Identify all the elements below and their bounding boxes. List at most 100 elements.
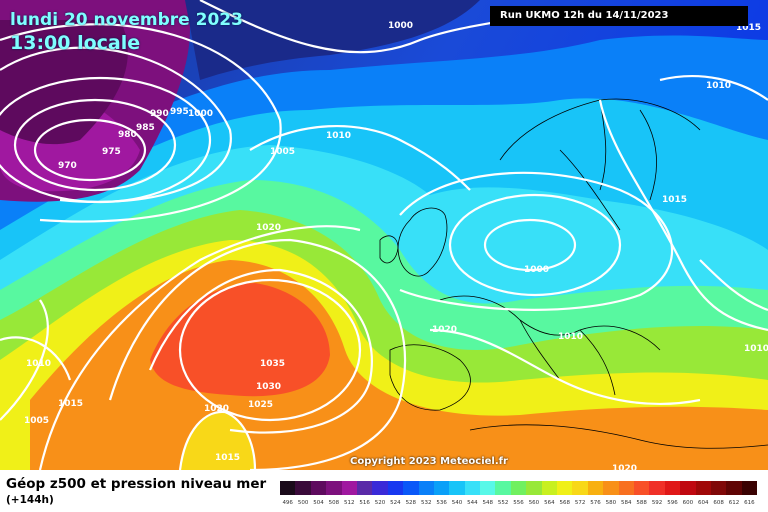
color-scale-value: 600 [682,500,694,506]
color-swatch [433,481,450,495]
isobar-label: 1015 [662,195,687,205]
run-info-label: Run UKMO 12h du 14/11/2023 [490,6,748,26]
isobar-label: 1000 [524,265,549,275]
isobar-label: 1010 [558,332,583,342]
isobar-label: 1010 [706,81,731,91]
color-swatch [418,481,434,495]
color-swatch [618,481,634,495]
copyright-label: Copyright 2023 Meteociel.fr [350,456,508,467]
isobar-label: 1020 [612,464,637,470]
legend-subtitle: (+144h) [6,494,54,506]
isobar-label: 980 [118,130,137,140]
color-scale-value: 604 [697,500,709,506]
color-swatch [310,481,327,495]
isobar-label: 1015 [215,453,240,463]
isobar-label: 1025 [248,400,273,410]
color-scale-value: 608 [713,500,724,506]
isobar-label: 1015 [736,23,761,33]
isobar-label: 995 [170,107,189,117]
color-scale-value: 564 [544,500,555,506]
isobar-label: 1035 [260,359,285,369]
color-scale-value: 568 [559,500,570,506]
isobar-label-layer: 1000 1015 1010 990 995 1000 985 980 975 … [24,21,768,470]
color-scale-value: 592 [651,500,663,506]
color-scale-labels: 496 500 504 508 512 516 520 524 528 532 536 540 544 5… [280,500,757,510]
color-swatch [710,481,727,495]
color-swatch [633,481,650,495]
color-swatch [280,481,296,495]
color-swatch [372,481,388,495]
color-scale-value: 588 [636,500,647,506]
color-swatch [356,481,373,495]
isobar-label: 1000 [388,21,413,31]
color-scale [280,481,758,495]
color-swatch [695,481,711,495]
color-scale-value: 544 [467,500,478,506]
isobar-label: 1020 [256,223,281,233]
legend-title: Géop z500 et pression niveau mer [6,476,267,492]
color-scale-value: 552 [497,500,509,506]
color-scale-value: 556 [513,500,524,506]
color-scale-value: 560 [528,500,540,506]
color-scale-value: 512 [344,500,355,506]
isobar-label: 990 [150,109,169,119]
color-scale-value: 516 [359,500,370,506]
color-swatch [449,481,465,495]
isobar-label: 1005 [270,147,295,157]
color-swatch [326,481,342,495]
isobar-label: 1010 [26,359,51,369]
color-scale-value: 612 [728,500,740,506]
color-scale-value: 584 [621,500,632,506]
geopotential-map: 1000 1015 1010 990 995 1000 985 980 975 … [0,0,768,470]
color-swatch [480,481,496,495]
isobar-label: 970 [58,161,77,171]
color-swatch [603,481,619,495]
color-swatch [526,481,542,495]
color-swatch [572,481,588,495]
forecast-time: 13:00 locale [10,32,141,54]
color-scale-value: 504 [313,500,324,506]
isobar-label: 1005 [24,416,49,426]
color-swatch [403,481,419,495]
color-swatch [664,481,681,495]
color-scale-value: 548 [482,500,494,506]
color-swatch [295,481,311,495]
isobar-label: 1015 [58,399,83,409]
forecast-date: lundi 20 novembre 2023 [10,10,243,30]
color-scale-value: 532 [420,500,432,506]
color-swatch [541,481,558,495]
color-scale-value: 496 [282,500,293,506]
color-swatch [649,481,665,495]
color-scale-value: 540 [451,500,463,506]
isobar-label: 1010 [744,344,768,354]
isobar-label: 975 [102,147,121,157]
color-scale-value: 524 [390,500,401,506]
color-scale-value: 580 [605,500,617,506]
color-scale-value: 508 [328,500,340,506]
color-scale-value: 536 [436,500,447,506]
isobar-label: 1030 [256,382,281,392]
color-swatch [680,481,696,495]
color-swatch [587,481,604,495]
color-scale-value: 528 [405,500,417,506]
color-scale-value: 596 [667,500,678,506]
color-swatch [464,481,481,495]
color-swatch [726,481,742,495]
color-swatch [387,481,404,495]
color-scale-value: 520 [374,500,386,506]
color-scale-value: 576 [590,500,601,506]
isobar-label: 1000 [188,109,213,119]
color-scale-value: 572 [574,500,586,506]
color-swatch [495,481,511,495]
isobar-label: 1010 [326,131,351,141]
upper-dark-band [185,0,480,80]
isobar-label: 1020 [204,404,229,414]
color-swatch [341,481,357,495]
z500-band-lightyellow [180,411,255,470]
isobar-label: 985 [136,123,155,133]
color-swatch [510,481,527,495]
isobars [0,0,768,470]
color-swatch [557,481,573,495]
color-scale-value: 500 [297,500,309,506]
